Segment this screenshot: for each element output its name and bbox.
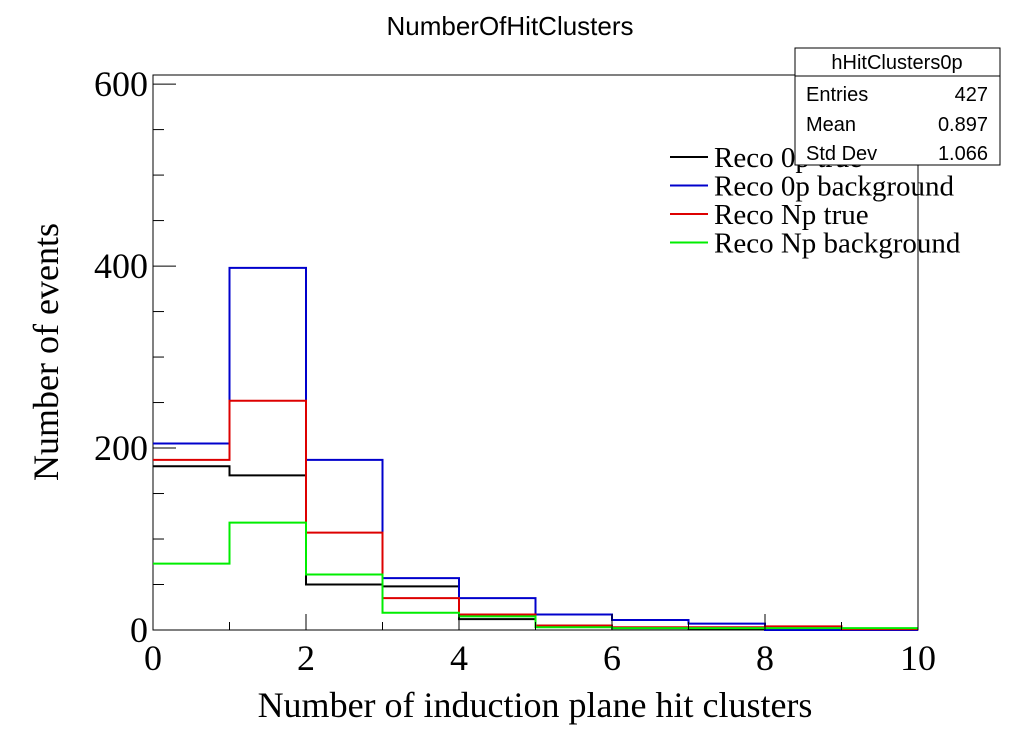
chart-title: NumberOfHitClusters xyxy=(386,11,633,41)
x-tick-label: 10 xyxy=(900,638,936,678)
stats-stddev-label: Std Dev xyxy=(806,143,877,165)
stats-stddev-value: 1.066 xyxy=(938,143,988,165)
series-layer xyxy=(153,266,918,631)
legend-label-1: Reco 0p background xyxy=(714,171,954,203)
y-axis-label: Number of events xyxy=(26,223,66,481)
x-tick-label: 8 xyxy=(756,638,774,678)
x-tick-label: 2 xyxy=(297,638,315,678)
y-tick-label: 0 xyxy=(130,610,148,650)
stats-entries-label: Entries xyxy=(806,84,868,106)
y-tick-label: 200 xyxy=(94,428,148,468)
stats-mean-label: Mean xyxy=(806,114,856,136)
legend-label-2: Reco Np true xyxy=(714,199,869,231)
series-line-2 xyxy=(153,399,918,631)
x-tick-label: 0 xyxy=(144,638,162,678)
stats-entries-value: 427 xyxy=(955,84,988,106)
y-tick-label: 600 xyxy=(94,64,148,104)
stats-box-title: hHitClusters0p xyxy=(831,52,962,74)
stats-box-frame xyxy=(794,47,1001,166)
x-tick-label: 4 xyxy=(450,638,468,678)
series-line-1 xyxy=(153,266,918,631)
stats-mean-value: 0.897 xyxy=(938,114,988,136)
axes-layer: 0 2 4 6 8 10 0 200 400 600 xyxy=(94,64,936,678)
x-axis-label: Number of induction plane hit clusters xyxy=(258,685,813,725)
y-tick-label: 400 xyxy=(94,246,148,286)
stats-box: hHitClusters0p Entries 427 Mean 0.897 St… xyxy=(794,47,1001,166)
x-tick-label: 6 xyxy=(603,638,621,678)
legend-label-3: Reco Np background xyxy=(714,228,961,260)
